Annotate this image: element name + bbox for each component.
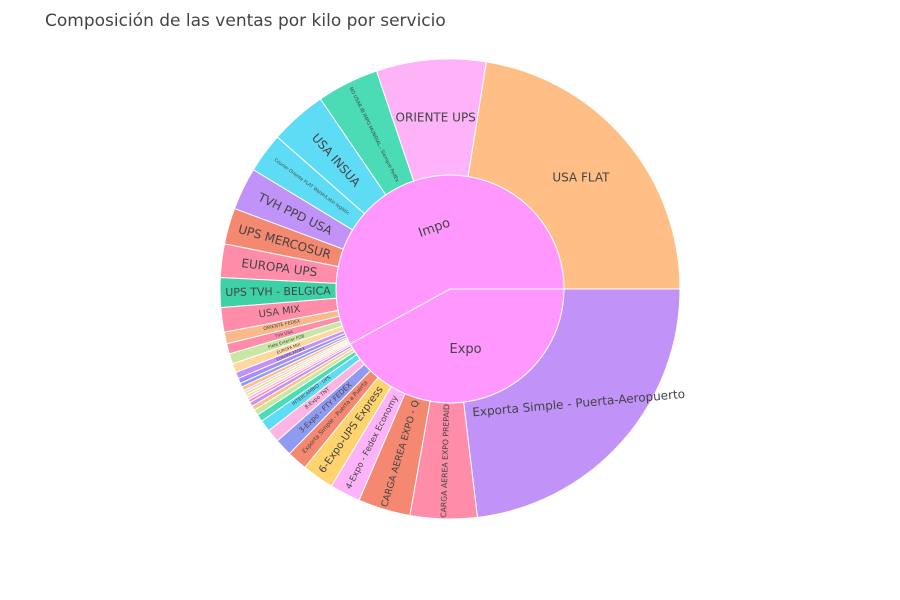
outer-segment-oriente-ups[interactable] — [375, 58, 487, 182]
outer-segment-item-21[interactable] — [246, 342, 351, 401]
outer-segment-exporta-simple-puerta-aeropuerto[interactable] — [463, 288, 681, 518]
outer-label-carga-aerea-expo-prepaid: CARGA AEREA EXPO PREPAID — [439, 404, 451, 518]
outer-segment-ups-mercosur[interactable] — [223, 207, 344, 268]
outer-segment-europa-ups[interactable] — [219, 243, 339, 284]
inner-label-expo: Expo — [450, 342, 482, 357]
outer-label-oriente-ups: ORIENTE UPS — [396, 111, 476, 125]
outer-segment-tvh-ppd-usa[interactable] — [233, 169, 354, 250]
outer-segment-usa-mix[interactable] — [220, 297, 339, 333]
outer-segment-courier-oriente-flat-walsh-latin-logistic[interactable] — [252, 136, 366, 231]
outer-label-ups-tvh-belgica: UPS TVH - BELGICA — [225, 284, 331, 299]
outer-label-tvh-usa: TVH USA — [273, 329, 293, 339]
outer-segment-usa-flat[interactable] — [467, 61, 681, 290]
chart-title: Composición de las ventas por kilo por s… — [45, 11, 446, 31]
outer-segment-no-usar-ib-impo-mundial-siempre-fedex[interactable] — [319, 70, 415, 196]
outer-label-usa-flat: USA FLAT — [552, 170, 610, 184]
segment-layer — [219, 58, 681, 520]
outer-segment-usa-insua[interactable] — [276, 98, 387, 215]
